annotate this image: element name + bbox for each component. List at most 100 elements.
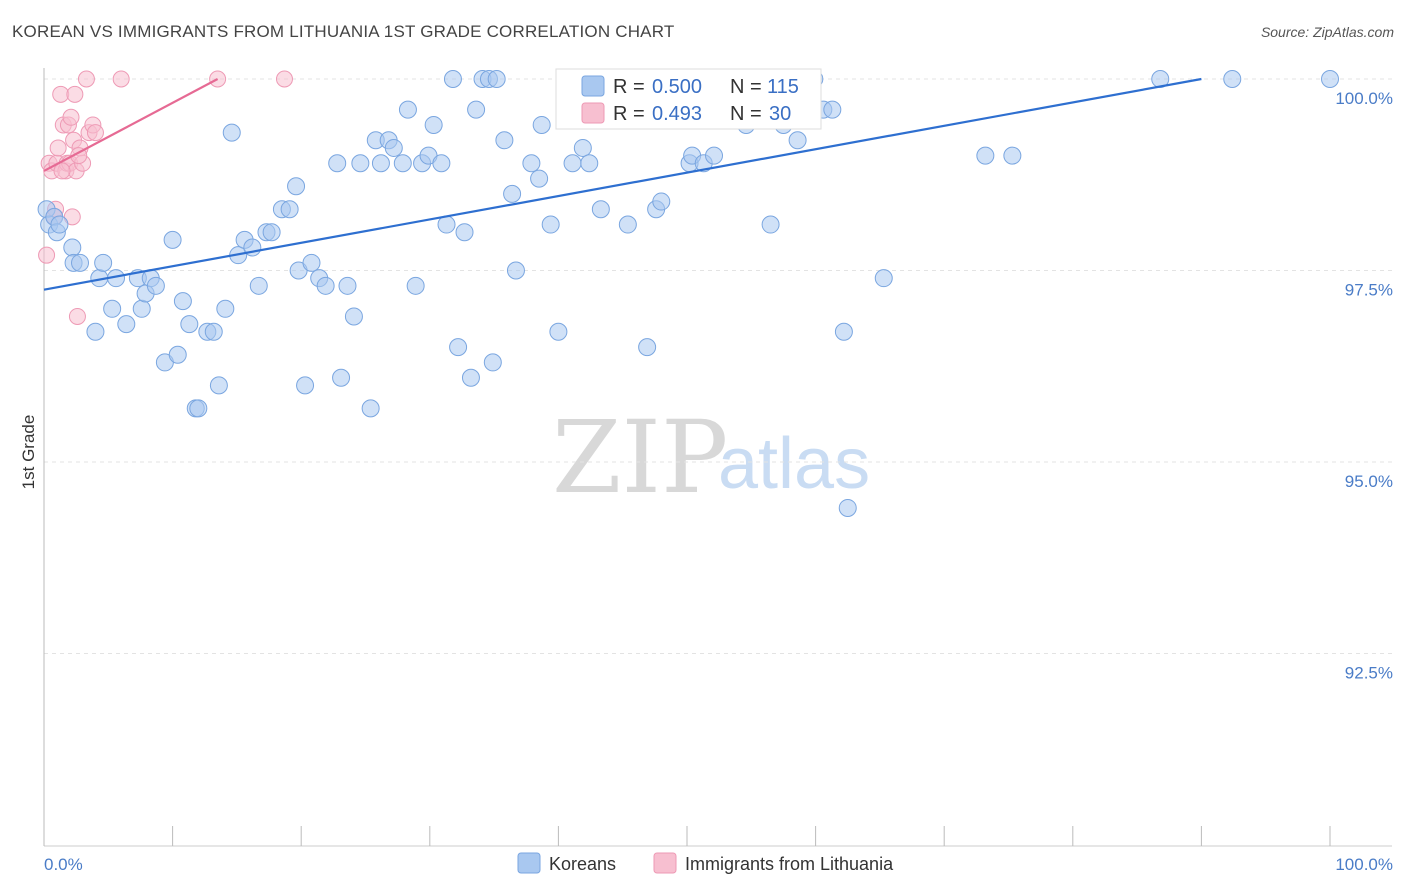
korean-point bbox=[94, 253, 113, 272]
korean-trend-line bbox=[43, 77, 1202, 291]
korean-point bbox=[168, 345, 187, 364]
legend-r-value-lith: 0.493 bbox=[652, 103, 702, 125]
korean-point bbox=[549, 322, 568, 341]
korean-point bbox=[443, 70, 462, 88]
korean-point bbox=[563, 154, 582, 173]
korean-point bbox=[761, 215, 780, 234]
korean-point bbox=[424, 115, 443, 134]
lith-point bbox=[49, 139, 67, 157]
legend-swatch-lith bbox=[581, 102, 605, 124]
legend-r-value-korean: 0.500 bbox=[652, 76, 702, 98]
korean-point bbox=[361, 399, 380, 418]
korean-point bbox=[580, 154, 599, 173]
korean-point bbox=[483, 353, 502, 372]
lith-point bbox=[68, 307, 86, 325]
korean-point bbox=[1223, 70, 1242, 88]
korean-point bbox=[461, 368, 480, 387]
legend-bottom: Koreans Immigrants from Lithuania bbox=[517, 852, 894, 874]
korean-point bbox=[573, 138, 592, 157]
legend-bottom-label-korean: Koreans bbox=[549, 854, 616, 874]
legend-r-label-lith: R = bbox=[613, 103, 645, 125]
korean-point bbox=[823, 100, 842, 119]
korean-point bbox=[1321, 70, 1339, 88]
watermark-zip: ZIP bbox=[552, 399, 728, 516]
trend-lines bbox=[43, 77, 1202, 291]
lith-point bbox=[66, 85, 84, 103]
legend-swatch-korean bbox=[581, 75, 605, 97]
korean-point bbox=[71, 253, 90, 272]
legend-r-label-korean: R = bbox=[613, 76, 645, 98]
y-tick-label: 97.5% bbox=[1345, 281, 1393, 300]
legend-top: R = 0.500 N = 115 R = 0.493 N = 30 bbox=[555, 68, 822, 130]
lith-point bbox=[77, 70, 95, 88]
korean-point bbox=[541, 215, 560, 234]
y-axis-title: 1st Grade bbox=[19, 415, 38, 490]
korean-point bbox=[384, 138, 403, 157]
lith-point bbox=[38, 246, 56, 264]
lith-point bbox=[62, 108, 80, 126]
grid bbox=[44, 78, 1392, 654]
legend-bottom-swatch-lith bbox=[653, 852, 677, 874]
korean-point bbox=[591, 200, 610, 219]
korean-point bbox=[406, 276, 425, 295]
x-tick-label: 100.0% bbox=[1335, 855, 1393, 874]
legend-bottom-swatch-korean bbox=[517, 852, 541, 874]
lith-point bbox=[53, 162, 71, 180]
korean-point bbox=[146, 276, 165, 295]
korean-point bbox=[204, 322, 223, 341]
korean-point bbox=[532, 115, 551, 134]
legend-n-label-korean: N = bbox=[730, 76, 762, 98]
korean-point bbox=[506, 261, 525, 280]
lith-point bbox=[86, 124, 104, 142]
legend-n-label-lith: N = bbox=[730, 103, 762, 125]
y-tick-label: 95.0% bbox=[1345, 472, 1393, 491]
korean-point bbox=[302, 253, 321, 272]
korean-point bbox=[487, 70, 506, 88]
lith-point bbox=[63, 208, 81, 226]
korean-point bbox=[874, 269, 893, 288]
korean-point bbox=[332, 368, 351, 387]
korean-point bbox=[86, 322, 105, 341]
korean-point bbox=[638, 338, 657, 357]
korean-point bbox=[834, 322, 853, 341]
korean-point bbox=[209, 376, 228, 395]
korean-point bbox=[371, 154, 390, 173]
korean-point bbox=[163, 230, 182, 249]
legend-bottom-label-lith: Immigrants from Lithuania bbox=[685, 854, 894, 874]
korean-point bbox=[503, 184, 522, 203]
korean-point bbox=[63, 238, 82, 257]
korean-point bbox=[189, 399, 208, 418]
korean-point bbox=[280, 200, 299, 219]
legend-n-value-korean: 115 bbox=[767, 76, 799, 98]
chart-title: KOREAN VS IMMIGRANTS FROM LITHUANIA 1ST … bbox=[12, 22, 675, 41]
lith-point bbox=[275, 70, 293, 88]
korean-point bbox=[652, 192, 671, 211]
korean-point bbox=[117, 315, 136, 334]
korean-point bbox=[976, 146, 995, 165]
korean-point bbox=[338, 276, 357, 295]
korean-point bbox=[398, 100, 417, 119]
y-tick-label: 92.5% bbox=[1345, 664, 1393, 683]
korean-point bbox=[249, 276, 268, 295]
legend-n-value-lith: 30 bbox=[769, 103, 791, 125]
source-label: Source: ZipAtlas.com bbox=[1260, 24, 1394, 40]
y-tick-label: 100.0% bbox=[1335, 89, 1393, 108]
korean-point bbox=[705, 146, 724, 165]
korean-point bbox=[495, 131, 514, 150]
korean-point bbox=[132, 299, 151, 318]
korean-point bbox=[173, 292, 192, 311]
korean-point bbox=[838, 498, 857, 517]
korean-point bbox=[103, 299, 122, 318]
korean-point bbox=[296, 376, 315, 395]
korean-point bbox=[216, 299, 235, 318]
korean-point bbox=[1003, 146, 1022, 165]
korean-point bbox=[287, 177, 306, 196]
korean-point bbox=[449, 338, 468, 357]
korean-point bbox=[50, 215, 69, 234]
korean-point bbox=[432, 154, 451, 173]
korean-point bbox=[618, 215, 637, 234]
lith-trend-line bbox=[43, 78, 219, 172]
korean-point bbox=[316, 276, 335, 295]
korean-point bbox=[467, 100, 486, 119]
